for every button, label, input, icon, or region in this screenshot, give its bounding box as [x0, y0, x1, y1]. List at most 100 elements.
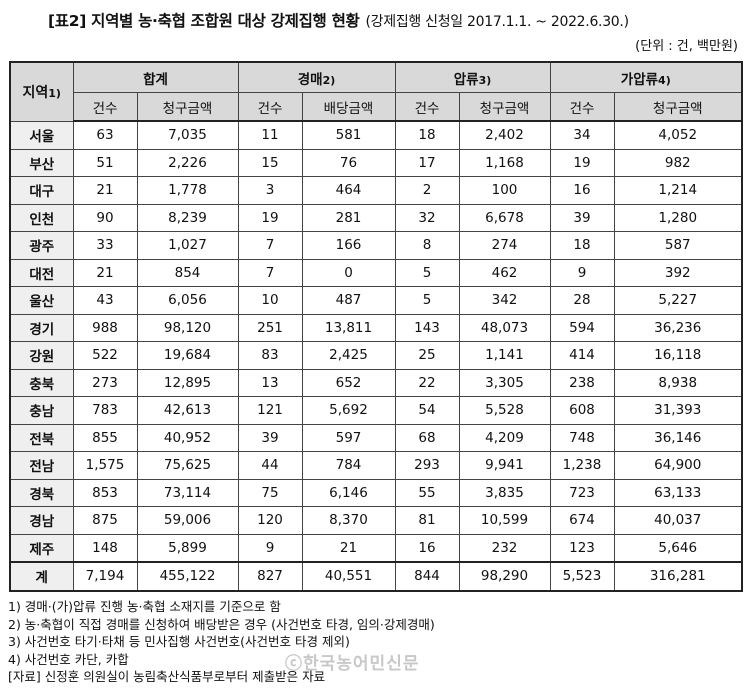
value-cell: 5,523 [549, 561, 615, 591]
value-cell: 3,305 [458, 368, 551, 397]
value-cell: 281 [301, 203, 396, 232]
value-cell: 63,133 [613, 478, 743, 507]
value-cell: 875 [72, 506, 138, 535]
value-cell: 123 [549, 533, 615, 563]
column-header: 건수 [237, 92, 303, 122]
footnote-line: 4) 사건번호 카단, 카합 [8, 651, 129, 667]
value-cell: 5 [394, 258, 460, 287]
value-cell: 2,425 [301, 341, 396, 370]
footnote-line: [자료] 신정훈 의원실이 농림축산식품부로부터 제출받은 자료 [8, 669, 326, 684]
group-header-seizure: 압류3) [394, 61, 551, 93]
value-cell: 597 [301, 423, 396, 452]
value-cell: 54 [394, 396, 460, 425]
value-cell: 723 [549, 478, 615, 507]
value-cell: 15 [237, 148, 303, 177]
value-cell: 982 [613, 148, 743, 177]
value-cell: 7 [237, 258, 303, 287]
title-main: [표2] 지역별 농·축협 조합원 대상 강제집행 현황 [48, 12, 360, 30]
region-cell: 강원 [9, 341, 74, 370]
value-cell: 6,146 [301, 478, 396, 507]
value-cell: 42,613 [136, 396, 239, 425]
value-cell: 5,899 [136, 533, 239, 563]
value-cell: 316,281 [613, 561, 743, 591]
value-cell: 2 [394, 176, 460, 205]
value-cell: 19 [237, 203, 303, 232]
value-cell: 59,006 [136, 506, 239, 535]
value-cell: 7 [237, 231, 303, 260]
value-cell: 12,895 [136, 368, 239, 397]
value-cell: 22 [394, 368, 460, 397]
value-cell: 293 [394, 451, 460, 480]
value-cell: 581 [301, 120, 396, 150]
value-cell: 4,209 [458, 423, 551, 452]
value-cell: 98,120 [136, 313, 239, 342]
value-cell: 8,370 [301, 506, 396, 535]
value-cell: 608 [549, 396, 615, 425]
value-cell: 166 [301, 231, 396, 260]
value-cell: 0 [301, 258, 396, 287]
table-title: [표2] 지역별 농·축협 조합원 대상 강제집행 현황 (강제집행 신청일 20… [48, 9, 748, 31]
value-cell: 854 [136, 258, 239, 287]
value-cell: 844 [394, 561, 460, 591]
table-row: 경남 875 59,006 120 8,370 81 10,599 674 40,037 [9, 506, 743, 535]
table-row: 제주 148 5,899 9 21 16 232 123 5,646 [9, 533, 743, 563]
value-cell: 784 [301, 451, 396, 480]
region-cell: 광주 [9, 231, 74, 260]
value-cell: 39 [237, 423, 303, 452]
column-header: 배당금액 [301, 92, 396, 122]
table-row: 서울 63 7,035 11 581 18 2,402 34 4,052 [9, 120, 743, 150]
value-cell: 855 [72, 423, 138, 452]
table-row: 대전 21 854 7 0 5 462 9 392 [9, 258, 743, 287]
value-cell: 1,027 [136, 231, 239, 260]
value-cell: 40,037 [613, 506, 743, 535]
value-cell: 90 [72, 203, 138, 232]
table-row: 강원 522 19,684 83 2,425 25 1,141 414 16,118 [9, 341, 743, 370]
value-cell: 8,938 [613, 368, 743, 397]
value-cell: 988 [72, 313, 138, 342]
region-cell: 경기 [9, 313, 74, 342]
region-cell: 서울 [9, 120, 74, 150]
value-cell: 273 [72, 368, 138, 397]
value-cell: 28 [549, 286, 615, 315]
table-row: 충남 783 42,613 121 5,692 54 5,528 608 31,393 [9, 396, 743, 425]
value-cell: 2,226 [136, 148, 239, 177]
group-header-provisional-seizure: 가압류4) [549, 61, 743, 93]
region-cell: 충남 [9, 396, 74, 425]
value-cell: 18 [394, 120, 460, 150]
value-cell: 55 [394, 478, 460, 507]
footnote-line: 1) 경매·(가)압류 진행 농·축협 소재지를 기준으로 함 [8, 599, 281, 614]
table-row: 전남 1,575 75,625 44 784 293 9,941 1,238 64,900 [9, 451, 743, 480]
table-row: 대구 21 1,778 3 464 2 100 16 1,214 [9, 176, 743, 205]
value-cell: 13 [237, 368, 303, 397]
region-cell: 대전 [9, 258, 74, 287]
value-cell: 251 [237, 313, 303, 342]
table-row: 광주 33 1,027 7 166 8 274 18 587 [9, 231, 743, 260]
value-cell: 73,114 [136, 478, 239, 507]
value-cell: 83 [237, 341, 303, 370]
value-cell: 487 [301, 286, 396, 315]
column-header: 청구금액 [458, 92, 551, 122]
column-header: 건수 [72, 92, 138, 122]
value-cell: 1,168 [458, 148, 551, 177]
table-row: 울산 43 6,056 10 487 5 342 28 5,227 [9, 286, 743, 315]
value-cell: 748 [549, 423, 615, 452]
unit-label: (단위 : 건, 백만원) [635, 39, 738, 54]
value-cell: 16,118 [613, 341, 743, 370]
value-cell: 76 [301, 148, 396, 177]
value-cell: 853 [72, 478, 138, 507]
value-cell: 674 [549, 506, 615, 535]
column-header: 청구금액 [613, 92, 743, 122]
value-cell: 1,238 [549, 451, 615, 480]
value-cell: 1,575 [72, 451, 138, 480]
region-cell: 전북 [9, 423, 74, 452]
group-header-auction: 경매2) [237, 61, 396, 93]
value-cell: 21 [72, 176, 138, 205]
value-cell: 5,646 [613, 533, 743, 563]
value-cell: 5,227 [613, 286, 743, 315]
group-header-total: 합계 [72, 61, 239, 93]
value-cell: 64,900 [613, 451, 743, 480]
footnote-line: 2) 농·축협이 직접 경매를 신청하여 배당받은 경우 (사건번호 타경, 임… [8, 616, 435, 632]
value-cell: 2,402 [458, 120, 551, 150]
value-cell: 8 [394, 231, 460, 260]
value-cell: 10,599 [458, 506, 551, 535]
